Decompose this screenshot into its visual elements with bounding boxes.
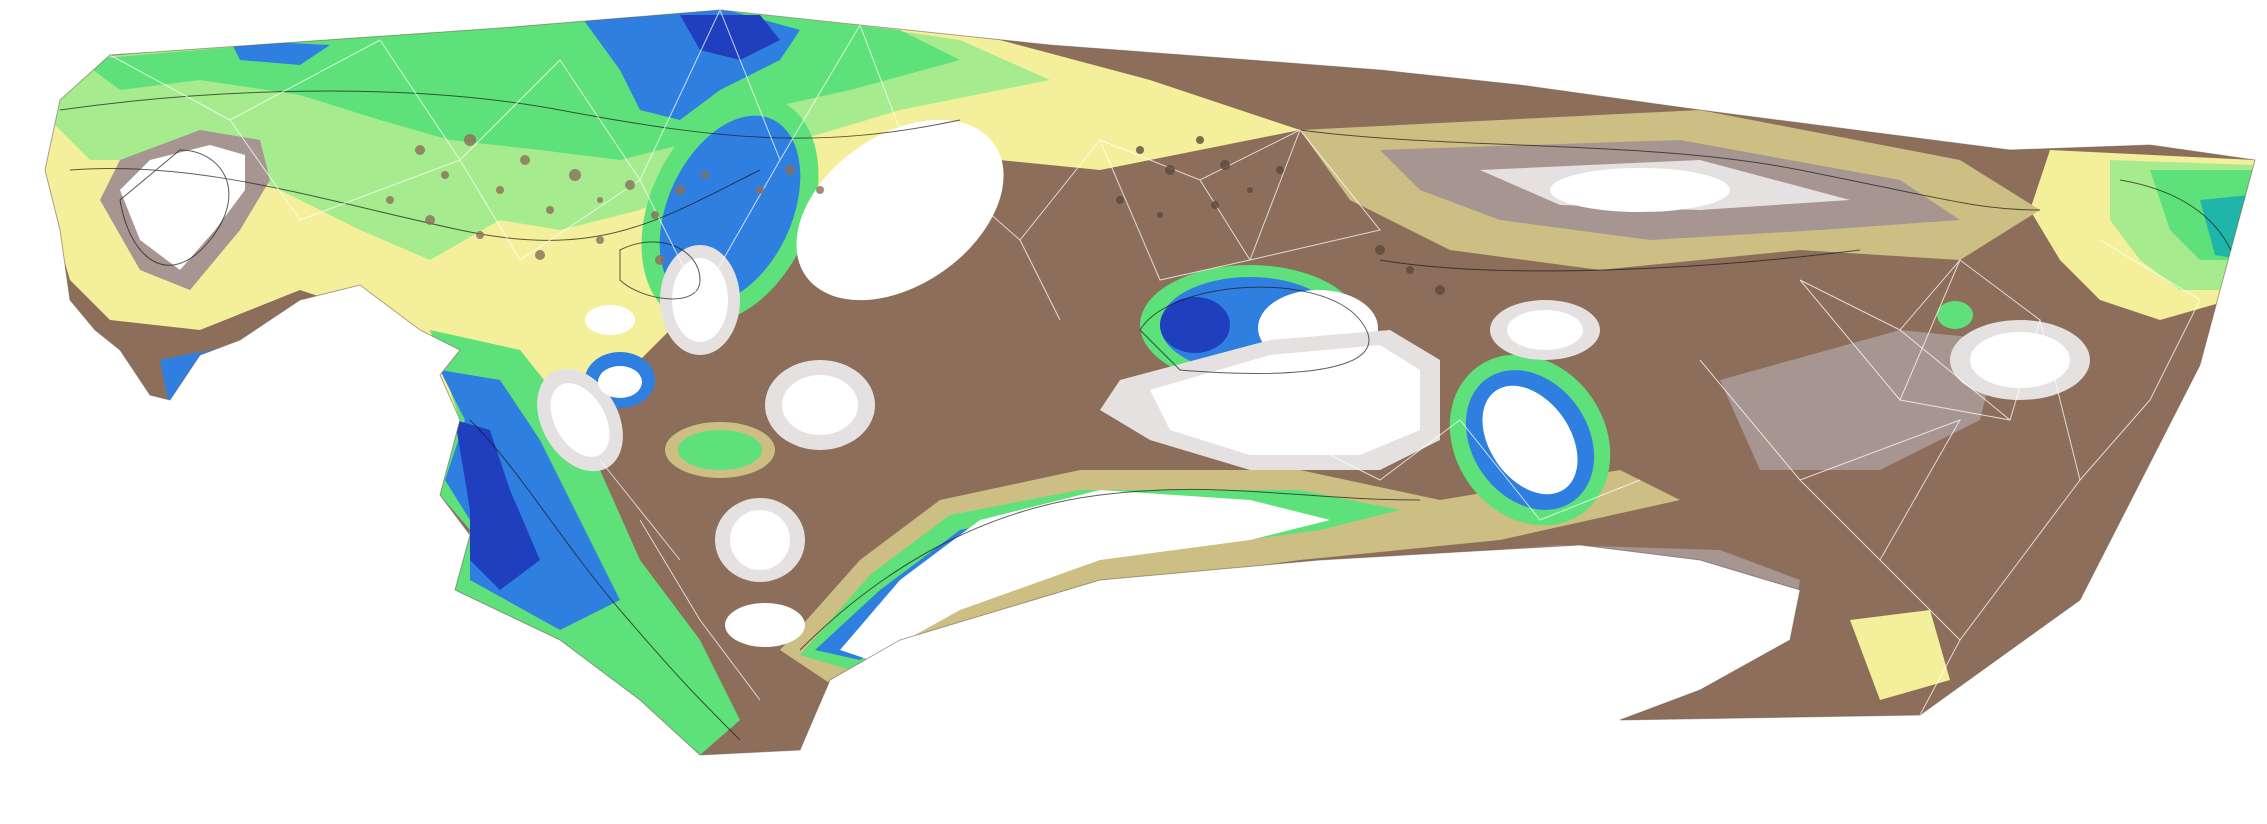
surface-outline (44, 9, 2256, 756)
triangulation-mesh (109, 10, 2201, 716)
green-zone-east (1937, 150, 2255, 329)
speckle-zone-central (1116, 136, 1445, 295)
speckle-zone-west (386, 134, 824, 265)
contour-lines (59, 90, 2241, 741)
